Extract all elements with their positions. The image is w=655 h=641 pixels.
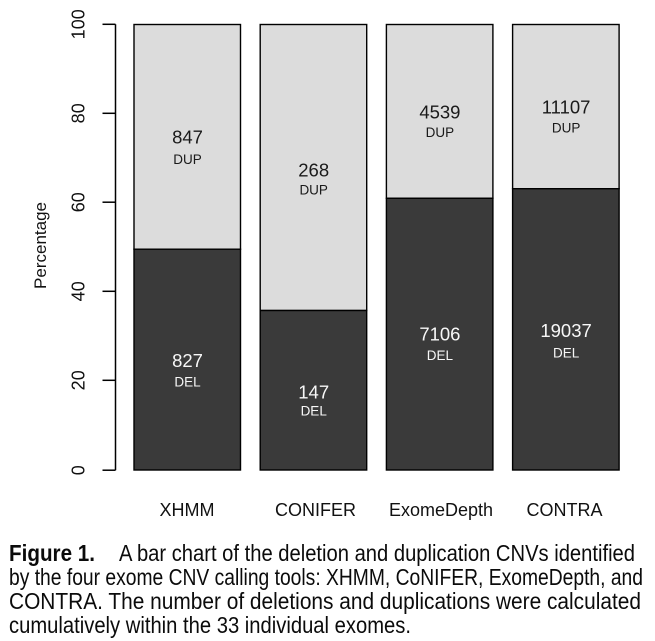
svg-text:ExomeDepth: ExomeDepth bbox=[389, 500, 493, 520]
svg-text:20: 20 bbox=[69, 370, 89, 390]
svg-text:Figure 1.: Figure 1. bbox=[9, 540, 95, 566]
svg-text:19037: 19037 bbox=[540, 320, 591, 341]
svg-text:11107: 11107 bbox=[542, 97, 591, 118]
svg-text:100: 100 bbox=[69, 9, 89, 39]
svg-text:0: 0 bbox=[69, 465, 89, 475]
svg-text:147: 147 bbox=[298, 381, 329, 402]
svg-text:cumulatively within the 33 ind: cumulatively within the 33 individual ex… bbox=[9, 612, 411, 638]
svg-text:40: 40 bbox=[69, 281, 89, 301]
svg-text:7106: 7106 bbox=[419, 323, 460, 344]
svg-text:DUP: DUP bbox=[299, 183, 328, 198]
svg-text:CONTRA. The number of deletion: CONTRA. The number of deletions and dupl… bbox=[9, 588, 641, 614]
svg-text:DEL: DEL bbox=[553, 346, 580, 361]
svg-text:DUP: DUP bbox=[552, 121, 581, 136]
svg-text:CONIFER: CONIFER bbox=[275, 500, 356, 520]
svg-text:by the four exome CNV calling: by the four exome CNV calling tools: XHM… bbox=[9, 564, 643, 590]
svg-text:827: 827 bbox=[172, 350, 203, 371]
svg-text:A bar chart of the deletion an: A bar chart of the deletion and duplicat… bbox=[119, 540, 635, 566]
svg-text:DEL: DEL bbox=[174, 375, 201, 390]
svg-text:60: 60 bbox=[69, 192, 89, 212]
svg-text:268: 268 bbox=[298, 160, 329, 181]
svg-text:80: 80 bbox=[69, 103, 89, 123]
svg-text:DEL: DEL bbox=[301, 404, 328, 419]
svg-text:4539: 4539 bbox=[419, 102, 460, 123]
svg-text:Percentage: Percentage bbox=[31, 202, 50, 289]
svg-text:DUP: DUP bbox=[426, 125, 455, 140]
svg-text:847: 847 bbox=[172, 127, 203, 148]
svg-text:CONTRA: CONTRA bbox=[527, 500, 603, 520]
svg-text:XHMM: XHMM bbox=[160, 500, 215, 520]
svg-text:DUP: DUP bbox=[173, 152, 202, 167]
svg-text:DEL: DEL bbox=[427, 348, 454, 363]
